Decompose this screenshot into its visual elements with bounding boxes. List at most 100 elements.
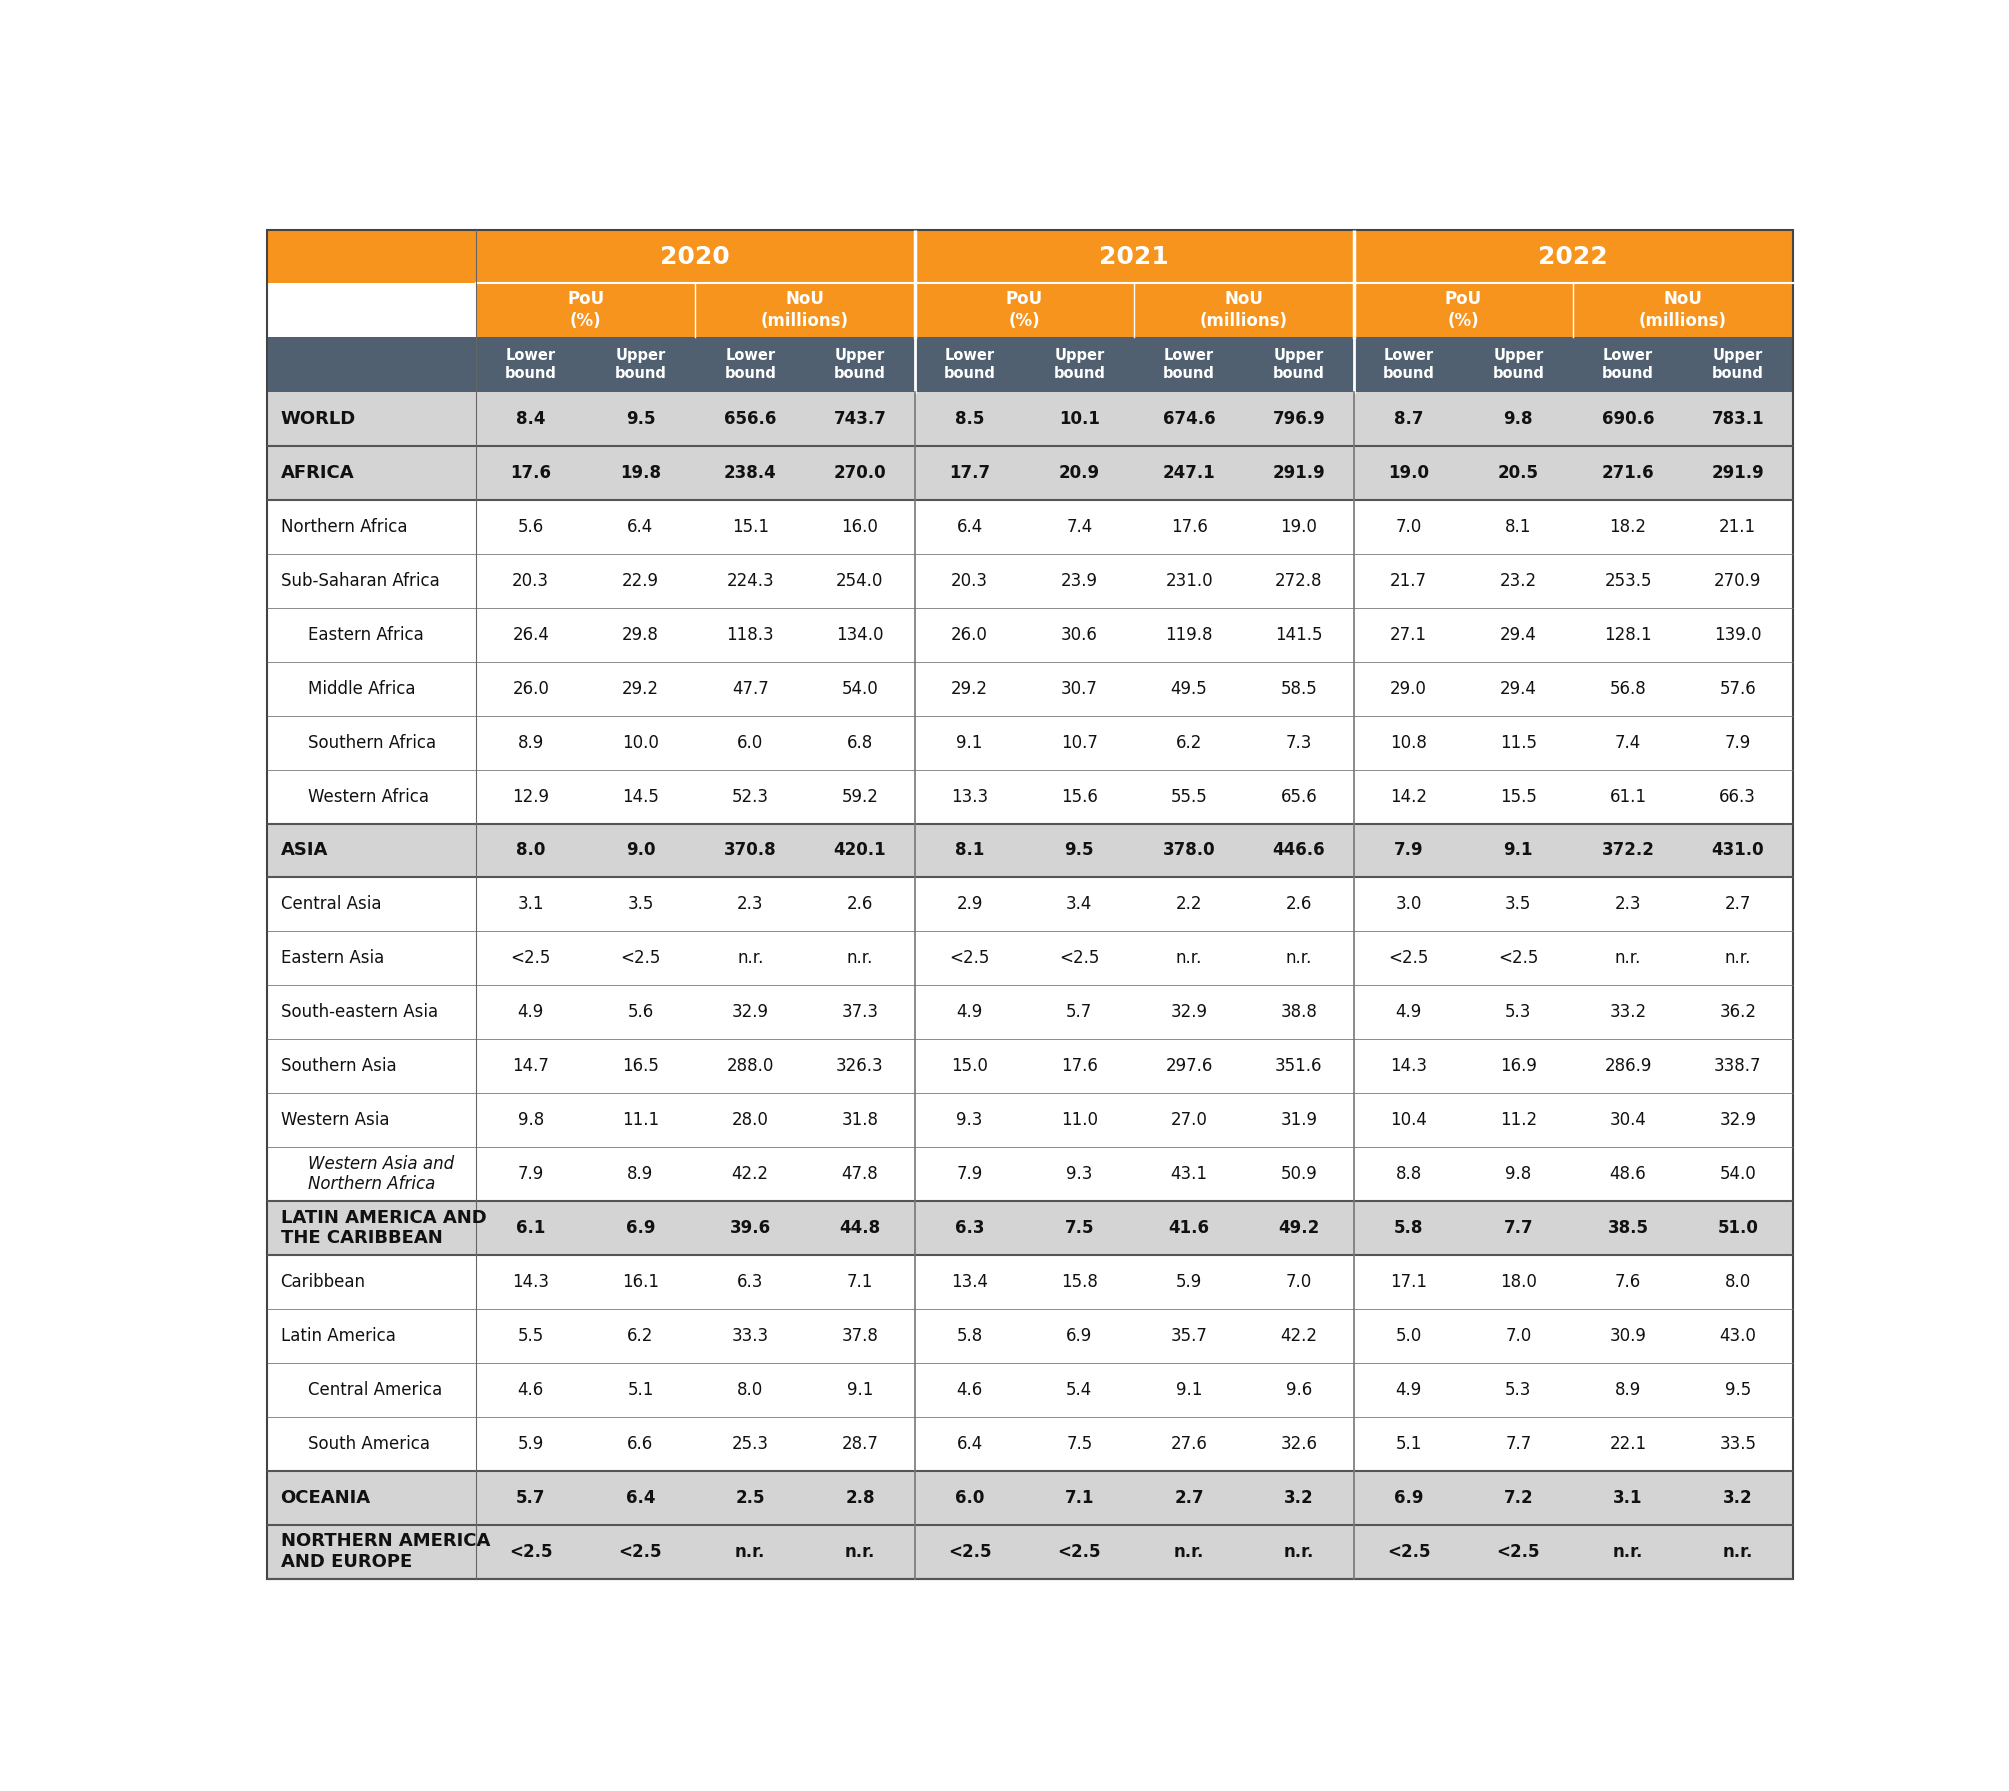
Text: 7.9: 7.9 xyxy=(1724,734,1752,752)
Text: 54.0: 54.0 xyxy=(1720,1166,1756,1184)
Text: 370.8: 370.8 xyxy=(723,842,777,860)
Text: 2.3: 2.3 xyxy=(1615,896,1641,913)
Text: Upper
bound: Upper bound xyxy=(615,347,667,380)
Text: 4.9: 4.9 xyxy=(956,1003,982,1021)
Text: 9.5: 9.5 xyxy=(1065,842,1095,860)
Text: 9.3: 9.3 xyxy=(956,1110,982,1128)
Text: 4.9: 4.9 xyxy=(1396,1003,1422,1021)
Text: 15.6: 15.6 xyxy=(1061,788,1097,806)
Text: 9.8: 9.8 xyxy=(1505,1166,1531,1184)
Text: <2.5: <2.5 xyxy=(950,949,990,967)
Text: 6.3: 6.3 xyxy=(954,1220,984,1238)
Text: 11.5: 11.5 xyxy=(1501,734,1537,752)
Text: 42.2: 42.2 xyxy=(731,1166,769,1184)
Text: Lower
bound: Lower bound xyxy=(1382,347,1434,380)
Bar xyxy=(267,500,1792,553)
Text: 16.1: 16.1 xyxy=(623,1273,659,1291)
Text: 32.9: 32.9 xyxy=(731,1003,769,1021)
Text: 5.3: 5.3 xyxy=(1505,1003,1531,1021)
Text: 56.8: 56.8 xyxy=(1609,679,1647,698)
Text: Upper
bound: Upper bound xyxy=(1493,347,1545,380)
Text: 5.7: 5.7 xyxy=(516,1488,546,1506)
Text: <2.5: <2.5 xyxy=(1059,949,1099,967)
Text: 12.9: 12.9 xyxy=(512,788,548,806)
Text: 3.2: 3.2 xyxy=(1724,1488,1752,1506)
Text: 9.3: 9.3 xyxy=(1067,1166,1093,1184)
Text: 271.6: 271.6 xyxy=(1601,464,1653,482)
Text: 5.8: 5.8 xyxy=(956,1327,982,1345)
Bar xyxy=(267,337,1792,392)
Text: 29.2: 29.2 xyxy=(950,679,988,698)
Text: n.r.: n.r. xyxy=(1284,1542,1314,1560)
Text: 231.0: 231.0 xyxy=(1165,571,1213,589)
Text: Lower
bound: Lower bound xyxy=(944,347,996,380)
Text: 5.4: 5.4 xyxy=(1067,1381,1093,1399)
Text: 7.0: 7.0 xyxy=(1286,1273,1312,1291)
Text: 31.8: 31.8 xyxy=(842,1110,878,1128)
Bar xyxy=(267,1255,1792,1309)
Text: 5.6: 5.6 xyxy=(627,1003,653,1021)
Text: 36.2: 36.2 xyxy=(1720,1003,1756,1021)
Text: 2.9: 2.9 xyxy=(956,896,982,913)
Text: 119.8: 119.8 xyxy=(1165,625,1213,643)
Text: Central Asia: Central Asia xyxy=(281,896,382,913)
Text: OCEANIA: OCEANIA xyxy=(281,1488,372,1506)
Text: 3.4: 3.4 xyxy=(1067,896,1093,913)
Text: 7.3: 7.3 xyxy=(1286,734,1312,752)
Text: 18.2: 18.2 xyxy=(1609,518,1647,536)
Text: 291.9: 291.9 xyxy=(1272,464,1326,482)
Text: 6.4: 6.4 xyxy=(625,1488,655,1506)
Text: 3.1: 3.1 xyxy=(1613,1488,1643,1506)
Text: 2022: 2022 xyxy=(1539,245,1607,269)
Text: 9.5: 9.5 xyxy=(1724,1381,1752,1399)
Bar xyxy=(267,1417,1792,1470)
Text: 27.0: 27.0 xyxy=(1171,1110,1207,1128)
Bar xyxy=(267,878,1792,931)
Text: 139.0: 139.0 xyxy=(1714,625,1762,643)
Text: 8.0: 8.0 xyxy=(516,842,544,860)
Text: 38.5: 38.5 xyxy=(1607,1220,1649,1238)
Text: 14.3: 14.3 xyxy=(1390,1057,1426,1075)
Text: Lower
bound: Lower bound xyxy=(725,347,775,380)
Text: 28.7: 28.7 xyxy=(842,1435,878,1453)
Text: 238.4: 238.4 xyxy=(723,464,777,482)
Text: 23.9: 23.9 xyxy=(1061,571,1097,589)
Text: 5.9: 5.9 xyxy=(518,1435,544,1453)
Text: 22.1: 22.1 xyxy=(1609,1435,1647,1453)
Text: 674.6: 674.6 xyxy=(1163,410,1215,428)
Text: 10.8: 10.8 xyxy=(1390,734,1426,752)
Text: 7.4: 7.4 xyxy=(1615,734,1641,752)
Text: 297.6: 297.6 xyxy=(1165,1057,1213,1075)
Text: 26.4: 26.4 xyxy=(512,625,548,643)
Text: 35.7: 35.7 xyxy=(1171,1327,1207,1345)
Text: 15.1: 15.1 xyxy=(731,518,769,536)
Text: 30.7: 30.7 xyxy=(1061,679,1097,698)
Text: 27.1: 27.1 xyxy=(1390,625,1426,643)
Text: 9.5: 9.5 xyxy=(625,410,655,428)
Text: 446.6: 446.6 xyxy=(1272,842,1326,860)
Text: 47.7: 47.7 xyxy=(731,679,769,698)
Text: 41.6: 41.6 xyxy=(1169,1220,1209,1238)
Text: 247.1: 247.1 xyxy=(1163,464,1215,482)
Bar xyxy=(267,931,1792,985)
Text: 6.4: 6.4 xyxy=(627,518,653,536)
Text: 14.5: 14.5 xyxy=(623,788,659,806)
Text: 20.3: 20.3 xyxy=(512,571,548,589)
Text: 2020: 2020 xyxy=(661,245,729,269)
Text: 9.1: 9.1 xyxy=(1503,842,1533,860)
Text: 128.1: 128.1 xyxy=(1605,625,1651,643)
Bar xyxy=(267,824,1792,878)
Bar xyxy=(267,1202,1792,1255)
Text: 10.0: 10.0 xyxy=(623,734,659,752)
Text: South-eastern Asia: South-eastern Asia xyxy=(281,1003,438,1021)
Text: 14.2: 14.2 xyxy=(1390,788,1426,806)
Bar xyxy=(267,1363,1792,1417)
Text: <2.5: <2.5 xyxy=(1388,949,1428,967)
Text: Lower
bound: Lower bound xyxy=(1601,347,1653,380)
Text: 7.6: 7.6 xyxy=(1615,1273,1641,1291)
Bar xyxy=(267,446,1792,500)
Text: 11.2: 11.2 xyxy=(1501,1110,1537,1128)
Text: 15.5: 15.5 xyxy=(1501,788,1537,806)
Text: 29.2: 29.2 xyxy=(623,679,659,698)
Text: 796.9: 796.9 xyxy=(1272,410,1326,428)
